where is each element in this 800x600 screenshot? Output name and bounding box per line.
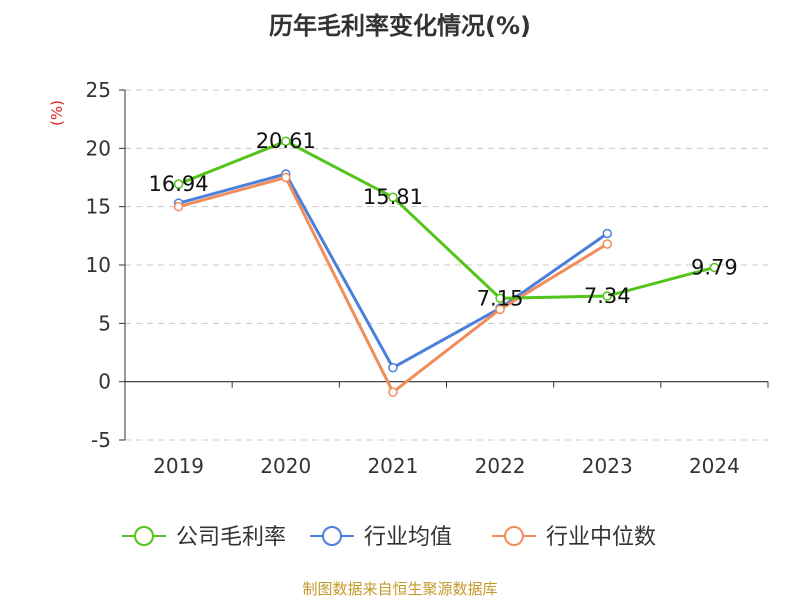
- y-tick-label: 25: [86, 78, 111, 102]
- y-tick-label: 5: [98, 311, 111, 335]
- data-point: [495, 293, 505, 303]
- x-tick-label: 2019: [153, 454, 204, 478]
- data-point: [709, 262, 720, 273]
- y-tick-label: -5: [91, 428, 111, 452]
- legend-marker: [322, 526, 342, 546]
- y-tick-label: 0: [98, 370, 111, 394]
- series-lines: [173, 136, 720, 397]
- legend-item: 行业中位数: [492, 525, 656, 550]
- legend: 公司毛利率 行业均值 行业中位数: [122, 525, 656, 550]
- x-tick-label: 2024: [689, 454, 740, 478]
- legend-label: 公司毛利率: [176, 525, 286, 550]
- chart-title: 历年毛利率变化情况(%): [269, 12, 531, 40]
- legend-item: 公司毛利率: [122, 525, 286, 550]
- x-tick-label: 2020: [260, 454, 311, 478]
- data-point: [602, 228, 612, 239]
- x-tick-label: 2022: [475, 454, 526, 478]
- data-point: [281, 172, 291, 183]
- data-label: 7.15: [477, 286, 524, 310]
- x-tick-label: 2021: [367, 454, 418, 478]
- source-note: 制图数据来自恒生聚源数据库: [302, 580, 498, 598]
- data-point: [173, 179, 184, 189]
- legend-label: 行业中位数: [546, 525, 656, 550]
- legend-label: 行业均值: [364, 525, 452, 550]
- series-line: [178, 176, 609, 394]
- data-label: 16.94: [149, 172, 209, 196]
- x-tick-label: 2023: [582, 454, 633, 478]
- legend-item: 行业均值: [310, 525, 452, 550]
- data-labels: 16.94 20.61 15.81 7.15 7.34 9.79: [149, 129, 738, 310]
- data-point: [281, 136, 291, 146]
- y-tick-label: 15: [86, 195, 111, 219]
- data-point: [388, 387, 398, 397]
- legend-marker: [504, 526, 524, 546]
- y-tick-label: 20: [86, 136, 111, 160]
- axes: -5 0 5 10 15 20 25 2019 2020 2021 2022 2023 2024: [86, 78, 769, 478]
- legend-marker: [134, 526, 154, 546]
- data-point: [173, 201, 184, 212]
- data-point: [602, 291, 612, 301]
- data-point: [495, 304, 505, 315]
- data-label: 9.79: [691, 255, 738, 279]
- data-point: [602, 239, 612, 249]
- data-point: [388, 192, 398, 202]
- data-label: 20.61: [256, 129, 316, 153]
- y-tick-label: 10: [86, 253, 111, 277]
- data-label: 7.34: [584, 284, 631, 308]
- data-point: [388, 362, 398, 373]
- data-label: 15.81: [363, 185, 423, 209]
- series-line: [178, 139, 715, 300]
